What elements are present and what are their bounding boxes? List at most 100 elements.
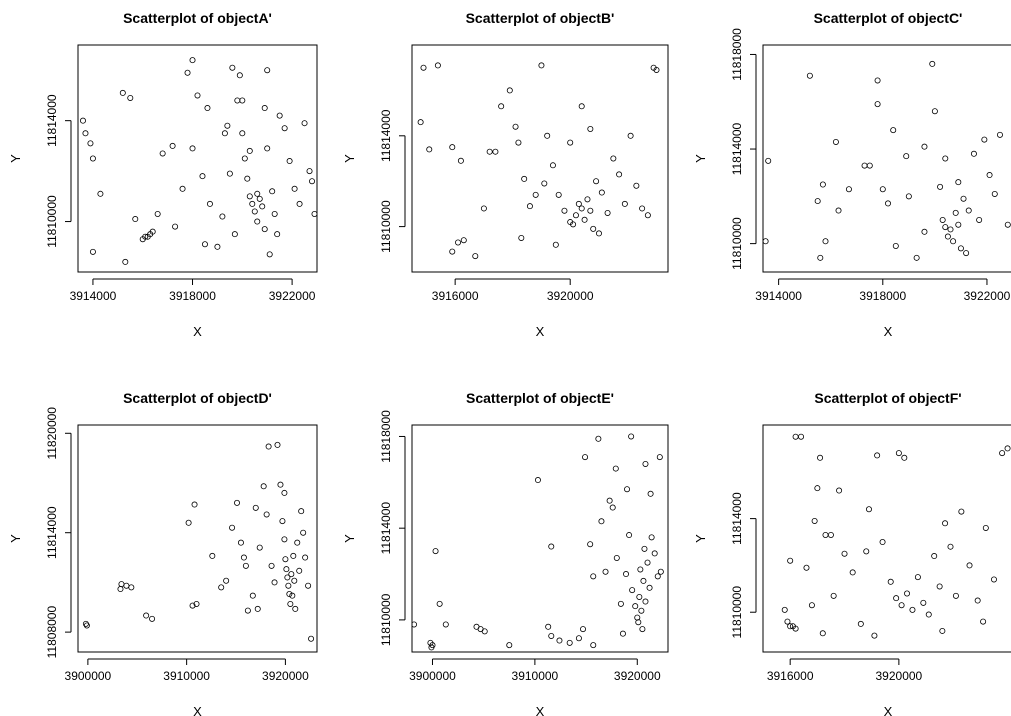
data-point <box>874 452 881 459</box>
data-point <box>849 569 856 576</box>
data-point <box>836 487 843 494</box>
data-point <box>426 146 433 153</box>
data-point <box>249 200 256 207</box>
data-point <box>122 258 129 265</box>
data-point <box>298 508 305 515</box>
data-point <box>1004 445 1011 452</box>
data-point <box>204 105 211 112</box>
data-point <box>966 562 973 569</box>
data-point <box>239 130 246 137</box>
data-point <box>865 506 872 513</box>
data-point <box>229 64 236 71</box>
data-point <box>616 171 623 178</box>
data-point <box>970 150 977 157</box>
data-point <box>132 216 139 223</box>
y-tick-label: 11818000 <box>730 28 744 81</box>
data-point <box>169 142 176 149</box>
data-point <box>981 136 988 143</box>
data-point <box>265 443 272 450</box>
data-point <box>656 454 663 461</box>
points-group <box>82 441 315 642</box>
y-axis-label: Y <box>342 154 357 163</box>
chart-title: Scatterplot of objectD' <box>123 390 272 406</box>
data-point <box>236 72 243 79</box>
data-point <box>960 195 967 202</box>
data-point <box>302 554 309 561</box>
data-point <box>184 69 191 76</box>
data-point <box>931 553 938 560</box>
y-tick-label: 11810000 <box>730 217 744 270</box>
data-point <box>921 143 928 150</box>
data-point <box>301 120 308 127</box>
data-point <box>244 175 251 182</box>
data-point <box>958 508 965 515</box>
data-point <box>128 584 135 591</box>
data-point <box>814 485 821 492</box>
data-point <box>587 207 594 214</box>
data-point <box>590 642 597 649</box>
data-point <box>154 210 161 217</box>
data-point <box>290 552 297 559</box>
y-tick-label: 11818000 <box>379 410 393 463</box>
data-point <box>276 112 283 119</box>
data-point <box>974 597 981 604</box>
data-point <box>986 172 993 179</box>
data-point <box>79 117 86 124</box>
y-tick-label: 11814000 <box>379 502 393 555</box>
data-point <box>609 504 616 511</box>
data-point <box>139 236 146 243</box>
y-tick-label: 11814000 <box>730 122 744 175</box>
data-point <box>595 435 602 442</box>
y-axis-label: Y <box>8 534 23 543</box>
data-point <box>434 62 441 69</box>
data-point <box>626 532 633 539</box>
data-point <box>309 178 316 185</box>
data-point <box>532 191 539 198</box>
data-point <box>457 157 464 164</box>
data-point <box>792 625 799 632</box>
data-point <box>545 623 552 630</box>
data-point <box>657 568 664 575</box>
data-point <box>845 186 852 193</box>
y-tick-label: 11814000 <box>379 109 393 162</box>
data-point <box>947 226 954 233</box>
y-tick-label: 11820000 <box>45 407 59 460</box>
x-tick-label: 3900000 <box>409 669 456 683</box>
data-point <box>950 238 957 245</box>
x-tick-label: 3910000 <box>163 669 210 683</box>
points-group <box>417 62 660 260</box>
data-point <box>261 105 268 112</box>
data-point <box>857 620 864 627</box>
x-tick-label: 3918000 <box>169 289 216 303</box>
data-point <box>549 162 556 169</box>
data-point <box>432 548 439 555</box>
data-point <box>624 486 631 493</box>
data-point <box>274 231 281 238</box>
x-tick-label: 3918000 <box>859 289 906 303</box>
y-tick-label: 11808000 <box>45 606 59 659</box>
data-point <box>628 433 635 440</box>
data-point <box>909 606 916 613</box>
data-point <box>263 511 270 518</box>
data-point <box>118 581 125 588</box>
data-point <box>127 94 134 101</box>
y-axis-label: Y <box>8 154 23 163</box>
data-point <box>117 586 124 593</box>
data-point <box>874 77 881 84</box>
x-tick-label: 3920000 <box>876 669 923 683</box>
data-point <box>209 552 216 559</box>
data-point <box>455 239 462 246</box>
scatter-panel: Scatterplot of objectF' 3916000 3920000 118… <box>693 390 1011 716</box>
data-point <box>89 155 96 162</box>
data-point <box>898 602 905 609</box>
data-point <box>83 622 90 629</box>
data-point <box>798 433 805 440</box>
data-point <box>294 539 301 546</box>
x-axis-label: X <box>193 704 202 716</box>
data-point <box>234 499 241 506</box>
data-point <box>291 185 298 192</box>
chart-title: Scatterplot of objectC' <box>814 10 963 26</box>
data-point <box>765 157 772 164</box>
y-tick-label: 11810000 <box>379 200 393 253</box>
data-point <box>955 221 962 228</box>
